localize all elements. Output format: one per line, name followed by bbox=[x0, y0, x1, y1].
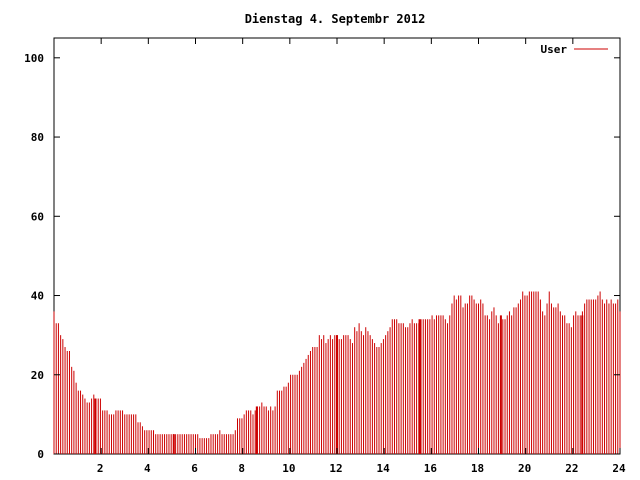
x-tick-label: 16 bbox=[424, 462, 438, 475]
y-tick-label: 40 bbox=[31, 290, 44, 303]
bar-series bbox=[53, 291, 621, 454]
x-tick-label: 8 bbox=[238, 462, 245, 475]
x-tick-label: 24 bbox=[612, 462, 626, 475]
y-tick-label: 0 bbox=[37, 448, 44, 461]
x-tick-label: 20 bbox=[518, 462, 531, 475]
y-tick-label: 60 bbox=[31, 210, 44, 223]
x-tick-label: 12 bbox=[329, 462, 342, 475]
x-tick-label: 18 bbox=[471, 462, 484, 475]
x-tick-label: 22 bbox=[565, 462, 578, 475]
x-tick-label: 2 bbox=[97, 462, 104, 475]
y-tick-label: 80 bbox=[31, 131, 44, 144]
y-tick-label: 100 bbox=[24, 52, 44, 65]
x-tick-label: 4 bbox=[144, 462, 151, 475]
x-tick-label: 6 bbox=[191, 462, 198, 475]
y-tick-label: 20 bbox=[31, 369, 44, 382]
chart-title: Dienstag 4. Septembr 2012 bbox=[245, 12, 426, 26]
x-tick-label: 14 bbox=[377, 462, 391, 475]
x-tick-label: 10 bbox=[282, 462, 295, 475]
highlight-bars bbox=[94, 315, 584, 454]
legend-label: User bbox=[541, 43, 568, 56]
legend: User bbox=[541, 43, 608, 56]
